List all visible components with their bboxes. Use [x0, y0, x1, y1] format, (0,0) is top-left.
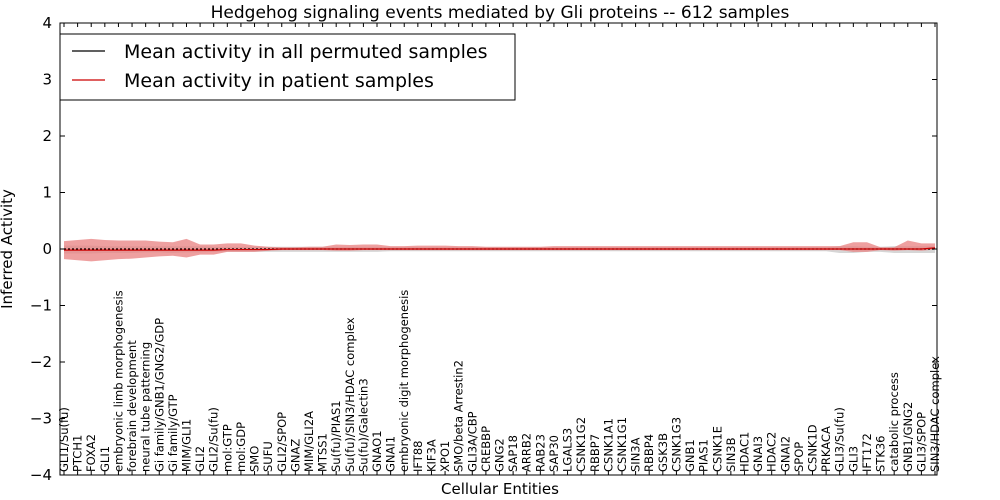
- category-labels: GLI1/Su(fu) PTCH1 FOXA2 GLI1 embryonic limb …: [57, 290, 942, 472]
- category-label: PIAS1: [697, 439, 711, 472]
- category-label: CSNK1G1: [615, 417, 629, 472]
- patient-line: [64, 247, 936, 251]
- category-label: GNAO1: [370, 430, 384, 472]
- category-label: GLI3A/CBP: [465, 411, 479, 472]
- y-tick-label: 3: [42, 71, 52, 89]
- category-label: HDAC1: [737, 432, 751, 472]
- legend-box: [59, 33, 516, 101]
- y-tick-label: 4: [42, 14, 52, 32]
- y-tick-label: −1: [30, 297, 52, 315]
- category-label: FOXA2: [84, 434, 98, 472]
- category-label: GLI3/Su(fu): [833, 407, 847, 472]
- category-label: Su(fu)/PIAS1: [329, 400, 343, 472]
- category-label: GNB1: [683, 439, 697, 472]
- y-tick-label: 2: [42, 127, 52, 145]
- legend-label-permuted: Mean activity in all permuted samples: [124, 41, 487, 63]
- category-label: MTSS1: [316, 433, 330, 472]
- category-label: XPO1: [438, 441, 452, 472]
- category-label: HDAC2: [765, 432, 779, 472]
- category-label: MIM/GLI1: [179, 419, 193, 472]
- y-tick-label: 1: [42, 184, 52, 202]
- legend-label-patient: Mean activity in patient samples: [124, 70, 434, 92]
- x-axis-ticks: [63, 23, 936, 475]
- y-axis-title: Inferred Activity: [0, 189, 16, 309]
- category-label: CSNK1D: [806, 424, 820, 472]
- category-label: ARRB2: [520, 433, 534, 472]
- category-label: KIF3A: [424, 439, 438, 472]
- category-label: LGALS3: [561, 428, 575, 472]
- category-label: RBBP4: [642, 434, 656, 472]
- category-label: SAP30: [547, 435, 561, 472]
- y-axis-ticks: −4 −3 −2 −1 0 1 2 3 4: [30, 14, 937, 484]
- category-label: neural tube patterning: [139, 342, 153, 472]
- category-label: SAP18: [506, 435, 520, 472]
- category-label: CREBBP: [479, 426, 493, 472]
- category-label: PRKACA: [819, 426, 833, 472]
- category-label: Gi family/GNB1/GNG2/GDP: [152, 318, 166, 472]
- category-label: SIN3B: [724, 437, 738, 472]
- category-label: GLI3: [846, 446, 860, 472]
- category-label: CSNK1E: [710, 426, 724, 472]
- y-tick-label: 0: [42, 240, 52, 258]
- category-label: CSNK1A1: [601, 418, 615, 472]
- category-label: Gi family/GTP: [166, 394, 180, 472]
- category-label: GNAZ: [288, 439, 302, 472]
- category-label: Su(fu)/Galectin3: [356, 378, 370, 472]
- y-tick-label: −2: [30, 353, 52, 371]
- category-label: SIN3A: [629, 437, 643, 472]
- legend: Mean activity in all permuted samples Me…: [59, 33, 516, 101]
- category-label: Su(fu)/SIN3/HDAC complex: [343, 317, 357, 472]
- category-label: mol:GDP: [234, 422, 248, 472]
- category-label: GLI2: [193, 446, 207, 472]
- category-label: PTCH1: [71, 435, 85, 472]
- patient-band: [64, 238, 935, 262]
- category-label: GNG2: [493, 438, 507, 472]
- y-tick-label: −3: [30, 410, 52, 428]
- category-label: CSNK1G2: [574, 417, 588, 472]
- category-label: IFT88: [411, 441, 425, 472]
- category-label: forebrain development: [125, 340, 139, 472]
- category-label: RAB23: [533, 434, 547, 472]
- category-label: SIN3/HDAC complex: [928, 356, 942, 472]
- category-label: embryonic digit morphogenesis: [397, 290, 411, 472]
- category-label: SMO: [248, 446, 262, 472]
- category-label: RBBP7: [588, 434, 602, 472]
- category-label: GLI3/SPOP: [914, 412, 928, 472]
- category-label: embryonic limb morphogenesis: [111, 290, 125, 472]
- category-label: STK36: [874, 436, 888, 473]
- category-label: GNB1/GNG2: [901, 402, 915, 472]
- category-label: mol:GTP: [220, 424, 234, 472]
- category-label: GNAI3: [751, 436, 765, 472]
- category-label: GLI2/Su(fu): [207, 407, 221, 472]
- category-label: GNAI2: [778, 436, 792, 472]
- series-lines: [64, 247, 936, 251]
- category-label: GLI1: [98, 446, 112, 472]
- category-label: GLI1/Su(fu): [57, 407, 71, 472]
- y-tick-label: −4: [30, 466, 52, 484]
- category-label: MIM/GLI2A: [302, 411, 316, 472]
- category-label: IFT172: [860, 433, 874, 472]
- category-label: catabolic process: [887, 372, 901, 472]
- category-label: CSNK1G3: [669, 417, 683, 472]
- x-axis-title: Cellular Entities: [441, 480, 559, 498]
- category-label: GLI2/SPOP: [275, 412, 289, 472]
- category-label: SPOP: [792, 442, 806, 472]
- category-label: SUFU: [261, 441, 275, 472]
- chart-title: Hedgehog signaling events mediated by Gl…: [211, 3, 790, 23]
- category-label: GSK3B: [656, 433, 670, 472]
- category-label: SMO/beta Arrestin2: [452, 360, 466, 472]
- category-label: GNAI1: [384, 436, 398, 472]
